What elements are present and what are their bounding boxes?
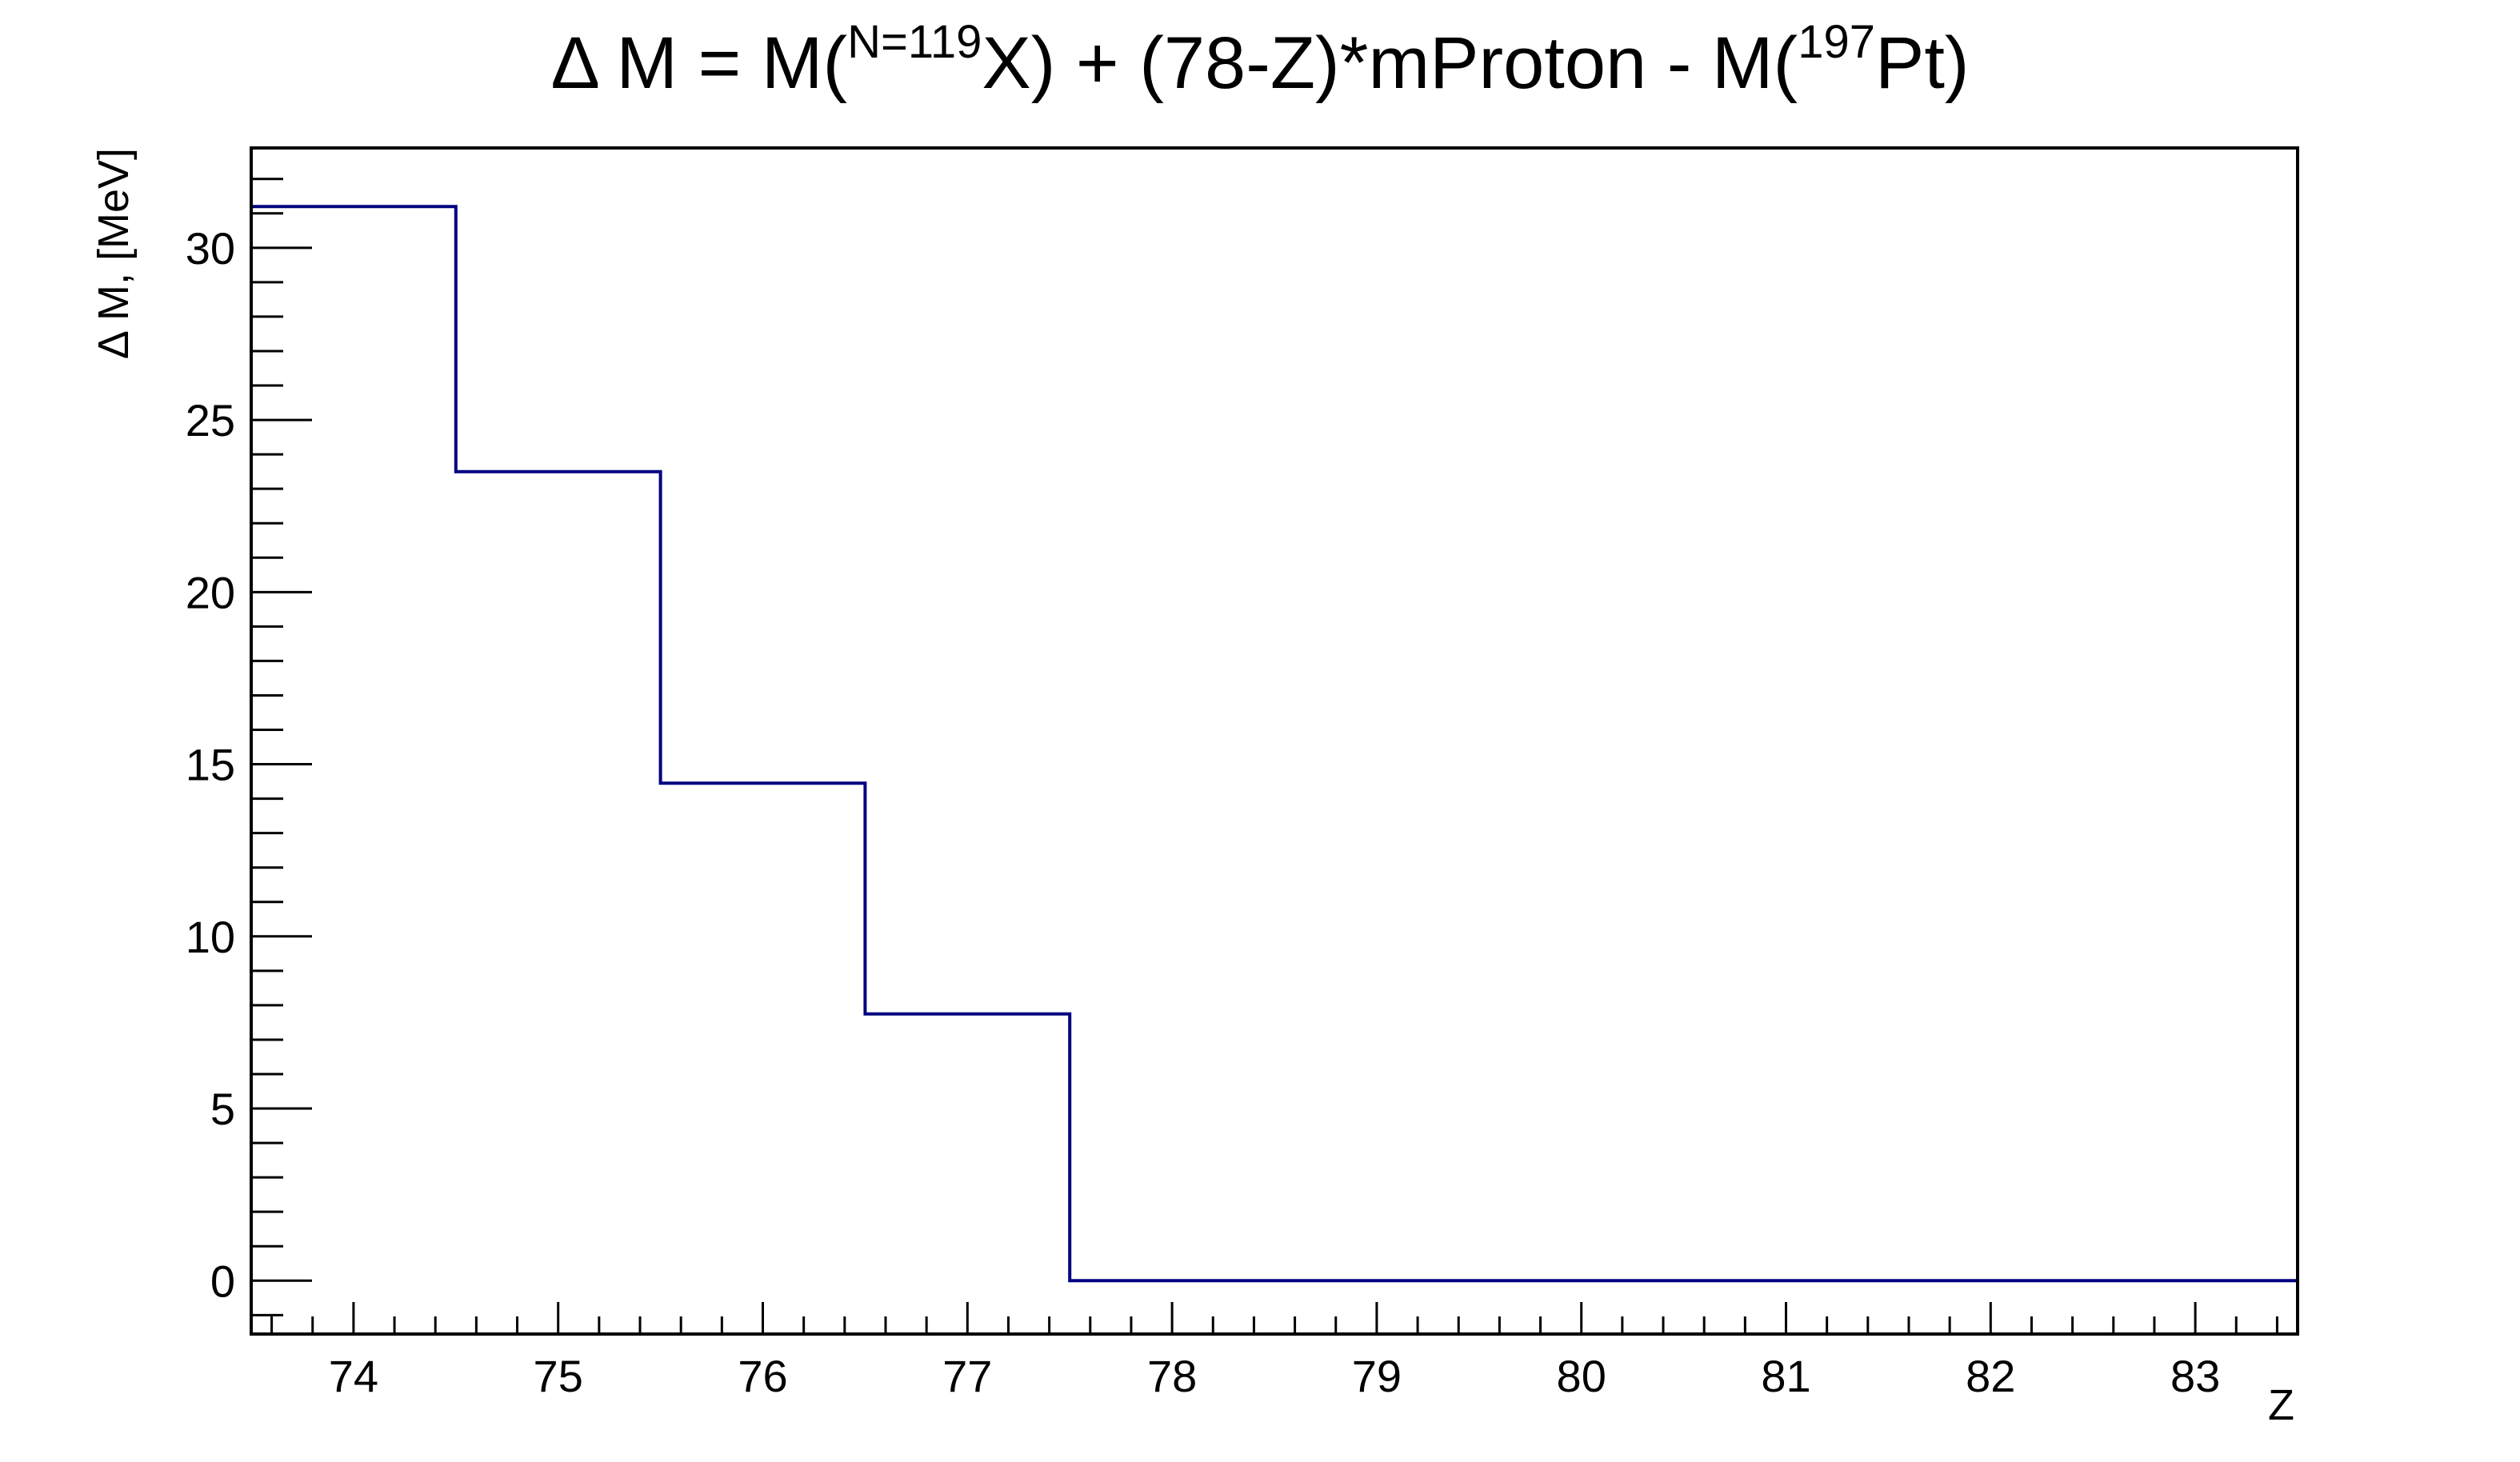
x-tick-label: 75 bbox=[534, 1351, 583, 1401]
title-middle: X) + (78-Z)*mProton - M( bbox=[982, 22, 1798, 104]
chart-title: Δ M = M(N=119X) + (78-Z)*mProton - M(197… bbox=[550, 16, 1969, 104]
title-superscript-n: N=119 bbox=[847, 16, 982, 68]
y-axis-title: Δ M, [MeV] bbox=[90, 148, 138, 359]
title-prefix: Δ M = M( bbox=[550, 22, 847, 104]
x-tick-label: 81 bbox=[1761, 1351, 1810, 1401]
y-tick-label: 30 bbox=[186, 223, 235, 274]
title-suffix: Pt) bbox=[1875, 22, 1970, 104]
plot-frame bbox=[250, 146, 2299, 1336]
x-tick-label: 74 bbox=[329, 1351, 378, 1401]
x-tick-label: 82 bbox=[1966, 1351, 2015, 1401]
y-tick-label: 10 bbox=[186, 912, 235, 962]
title-superscript-a: 197 bbox=[1798, 16, 1875, 68]
x-tick-label: 80 bbox=[1557, 1351, 1606, 1401]
y-tick-label: 15 bbox=[186, 740, 235, 790]
x-tick-label: 76 bbox=[738, 1351, 787, 1401]
x-tick-label: 83 bbox=[2170, 1351, 2220, 1401]
y-tick-label: 20 bbox=[186, 567, 235, 617]
x-tick-label: 78 bbox=[1147, 1351, 1197, 1401]
plot-area: 74 75 76 77 78 79 80 81 82 83 0 5 10 15 20 25 30 bbox=[186, 146, 2299, 1401]
y-tick-label: 5 bbox=[210, 1084, 235, 1134]
y-tick-label: 0 bbox=[210, 1256, 235, 1306]
x-tick-label: 79 bbox=[1352, 1351, 1402, 1401]
x-axis-title: Z bbox=[2268, 1381, 2294, 1429]
y-tick-label: 25 bbox=[186, 395, 235, 445]
x-tick-label: 77 bbox=[942, 1351, 992, 1401]
histogram-series-0 bbox=[251, 205, 2298, 1283]
